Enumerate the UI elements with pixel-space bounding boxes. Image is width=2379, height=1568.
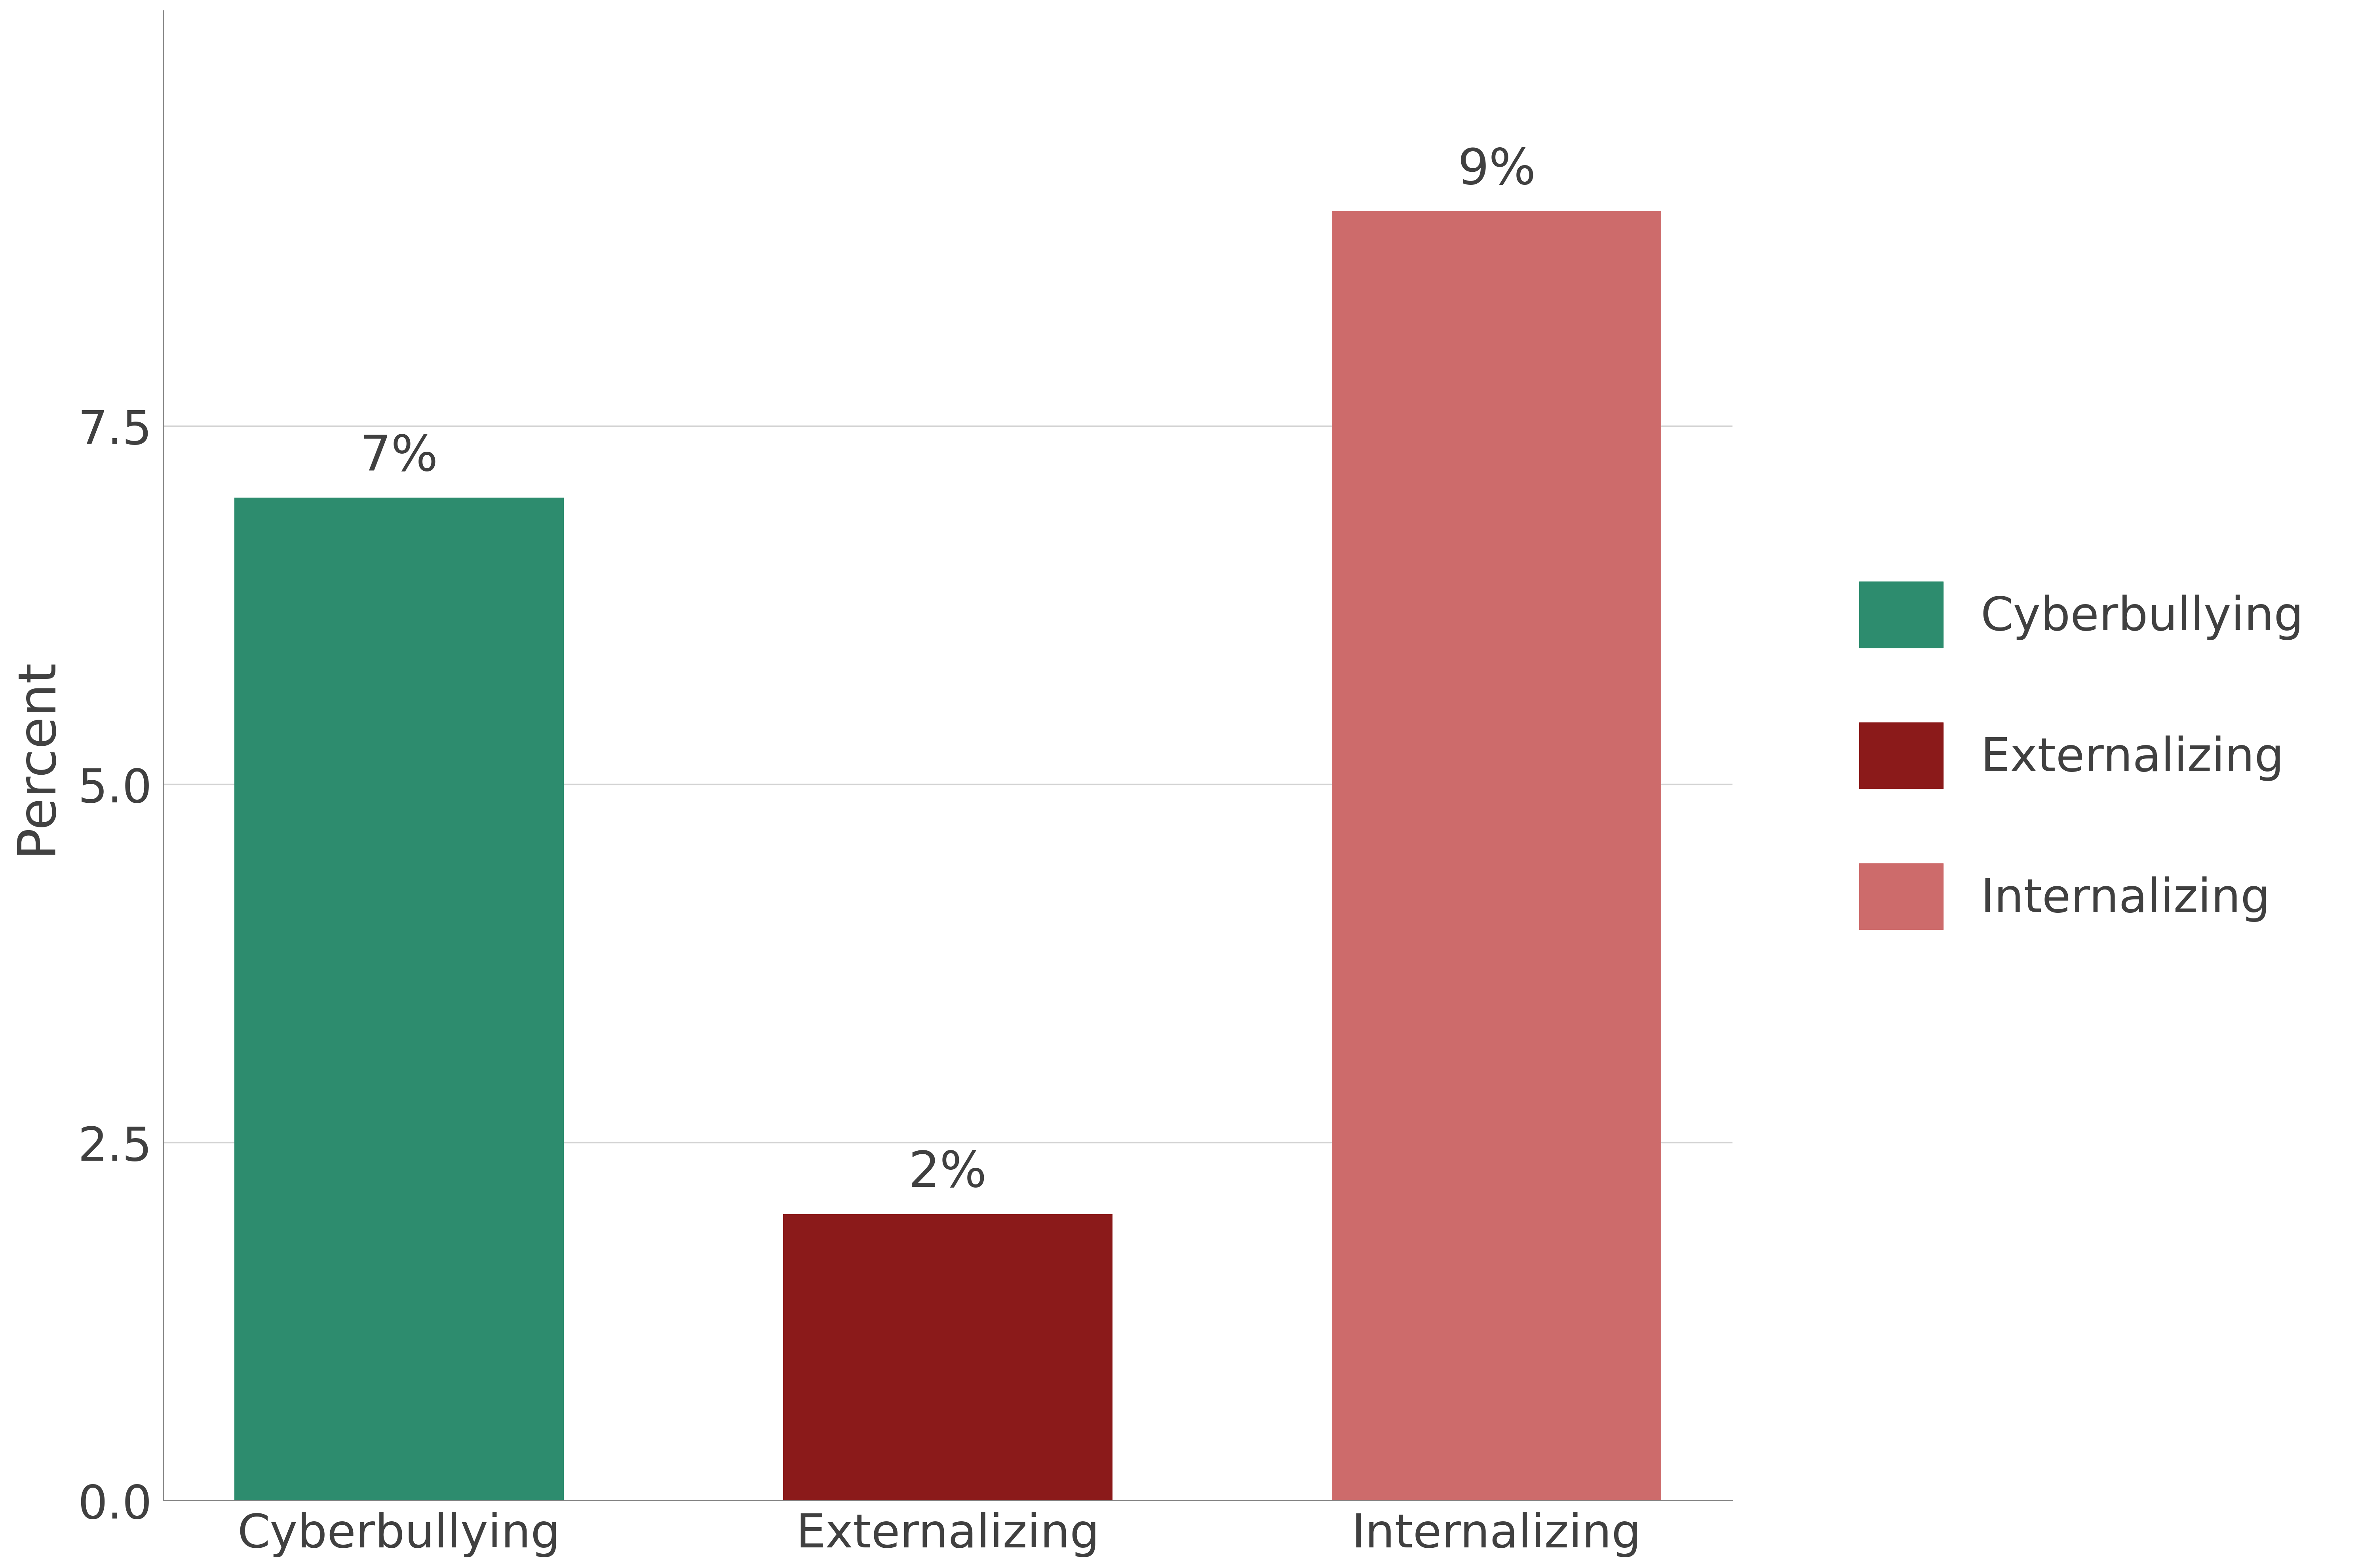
Bar [783, 1214, 1113, 1501]
Y-axis label: Percent: Percent [12, 657, 62, 855]
Bar [236, 499, 564, 1501]
Text: 7%: 7% [359, 433, 438, 481]
Legend: Cyberbullying, Externalizing, Internalizing: Cyberbullying, Externalizing, Internaliz… [1803, 525, 2360, 986]
Text: 2%: 2% [909, 1149, 987, 1196]
Bar [1332, 212, 1661, 1501]
Text: 9%: 9% [1458, 146, 1537, 194]
